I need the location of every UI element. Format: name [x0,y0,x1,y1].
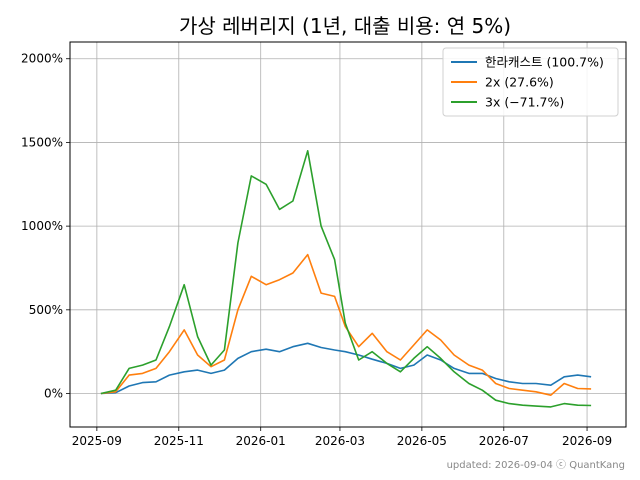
y-tick-label: 500% [29,303,63,317]
chart-title: 가상 레버리지 (1년, 대출 비용: 연 5%) [179,14,511,38]
x-tick-label: 2026-07 [479,434,529,448]
x-tick-label: 2026-03 [315,434,365,448]
series-line-1 [100,342,592,395]
series-layer [100,150,592,408]
y-tick-label: 1500% [21,135,63,149]
x-tick-label: 2026-09 [562,434,612,448]
y-tick-label: 0% [44,387,63,401]
series-line-3 [100,150,592,408]
plot-frame [69,41,627,428]
series-line-2 [100,253,592,396]
x-tick-label: 2026-05 [397,434,447,448]
y-tick-label: 1000% [21,219,63,233]
y-tick-label: 2000% [21,52,63,66]
legend-box [442,47,619,117]
legend: 한라캐스트 (100.7%) 2x (27.6%) 3x (−71.7%) [442,47,619,117]
legend-label-2: 2x (27.6%) [485,75,554,90]
footer-note: updated: 2026-09-04 ⓒ QuantKang [447,459,625,471]
x-tick-label: 2026-01 [236,434,286,448]
legend-label-3: 3x (−71.7%) [485,95,564,110]
legend-label-1: 한라캐스트 (100.7%) [485,55,604,70]
grid [70,42,626,427]
x-tick-label: 2025-09 [72,434,122,448]
x-tick-label: 2025-11 [154,434,204,448]
axis-ticks: 2025-09 2025-11 2026-01 2026-03 2026-05 2026-… [21,52,612,448]
